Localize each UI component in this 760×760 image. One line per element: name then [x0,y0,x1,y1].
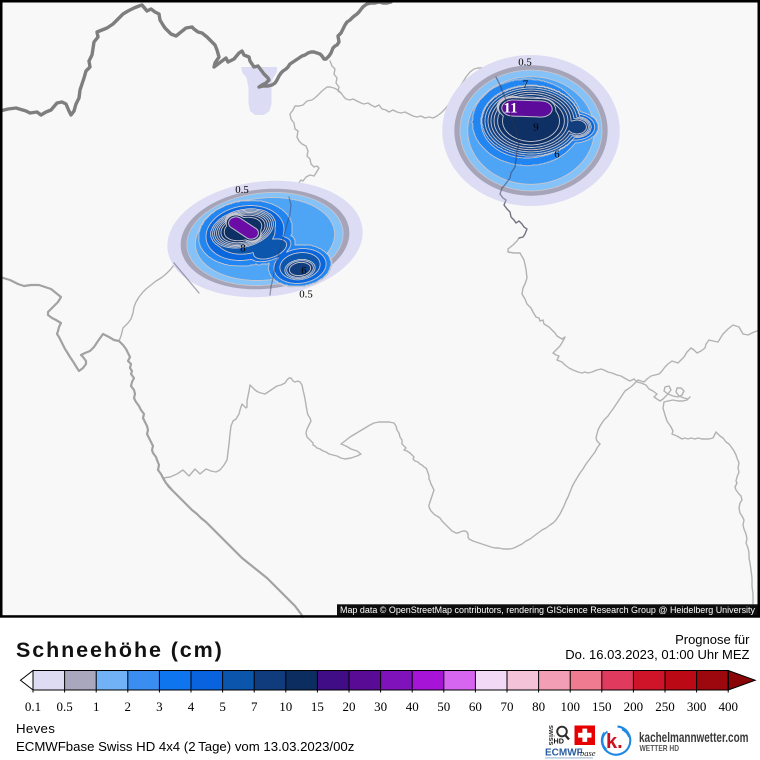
svg-text:6: 6 [554,149,560,161]
svg-text:150: 150 [592,699,612,714]
svg-text:8: 8 [240,243,245,255]
svg-text:swiss: swiss [547,725,556,745]
svg-text:HD: HD [554,737,564,746]
svg-text:300: 300 [687,699,707,714]
svg-text:5: 5 [219,699,226,714]
svg-text:7: 7 [523,79,529,91]
svg-text:30: 30 [374,699,387,714]
svg-text:Map data © OpenStreetMap contr: Map data © OpenStreetMap contributors, r… [340,604,755,615]
svg-text:7: 7 [251,699,258,714]
svg-text:11: 11 [503,101,517,117]
svg-text:1: 1 [93,699,100,714]
svg-text:kachelmannwetter.com: kachelmannwetter.com [639,730,749,745]
svg-text:200: 200 [624,699,644,714]
svg-text:0.5: 0.5 [56,699,72,714]
svg-text:100: 100 [560,699,580,714]
svg-text:2: 2 [125,699,132,714]
svg-text:3: 3 [156,699,163,714]
svg-text:50: 50 [437,699,450,714]
svg-text:0.5: 0.5 [299,289,313,301]
svg-text:4: 4 [188,699,195,714]
svg-text:400: 400 [718,699,738,714]
svg-text:60: 60 [469,699,482,714]
svg-text:0.5: 0.5 [235,184,249,196]
svg-text:80: 80 [532,699,545,714]
svg-text:20: 20 [343,699,356,714]
svg-text:0.5: 0.5 [518,57,532,69]
svg-text:9: 9 [533,122,538,134]
svg-text:70: 70 [501,699,514,714]
svg-text:WETTER HD: WETTER HD [640,744,680,753]
svg-text:0.1: 0.1 [25,699,41,714]
svg-text:6: 6 [301,265,307,277]
svg-text:k.: k. [606,731,623,753]
svg-text:10: 10 [279,699,292,714]
svg-text:40: 40 [406,699,419,714]
svg-text:15: 15 [311,699,324,714]
svg-text:ECMWF: ECMWF [545,748,583,759]
svg-text:250: 250 [655,699,675,714]
svg-text:base: base [580,748,596,758]
